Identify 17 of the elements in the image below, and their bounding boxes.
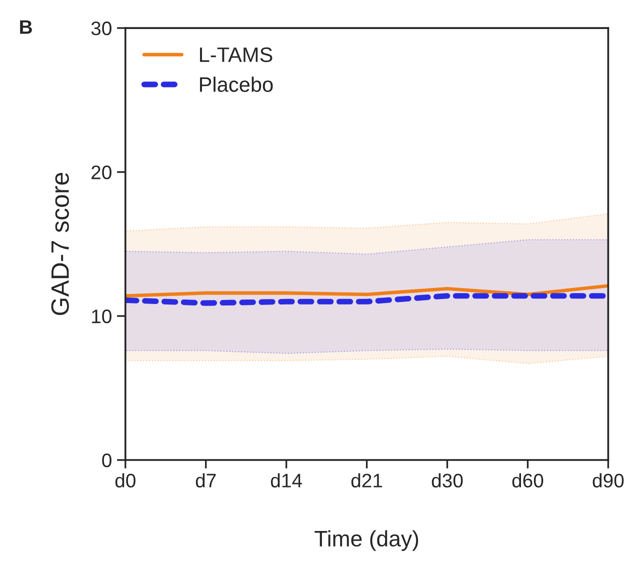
- x-tick-label: d0: [115, 473, 136, 488]
- y-axis-title: GAD-7 score: [51, 172, 69, 316]
- x-tick-label: d14: [270, 473, 302, 488]
- y-tick-label: 20: [92, 166, 112, 180]
- legend-label: Placebo: [200, 76, 273, 92]
- x-tick-label: d7: [196, 473, 216, 488]
- line-series: [125, 284, 608, 298]
- y-tick-label: 10: [92, 310, 112, 324]
- x-tick-label: d21: [351, 473, 382, 488]
- x-tick-label: d90: [592, 473, 624, 488]
- y-tick-label: 0: [102, 453, 112, 468]
- chart-title: B: [20, 20, 32, 34]
- legend-label: L-TAMS: [200, 47, 272, 62]
- x-axis-title: Time (day): [314, 530, 418, 551]
- x-tick-label: d30: [432, 473, 463, 488]
- x-tick-label: d60: [512, 473, 544, 488]
- y-tick-label: 30: [91, 22, 112, 36]
